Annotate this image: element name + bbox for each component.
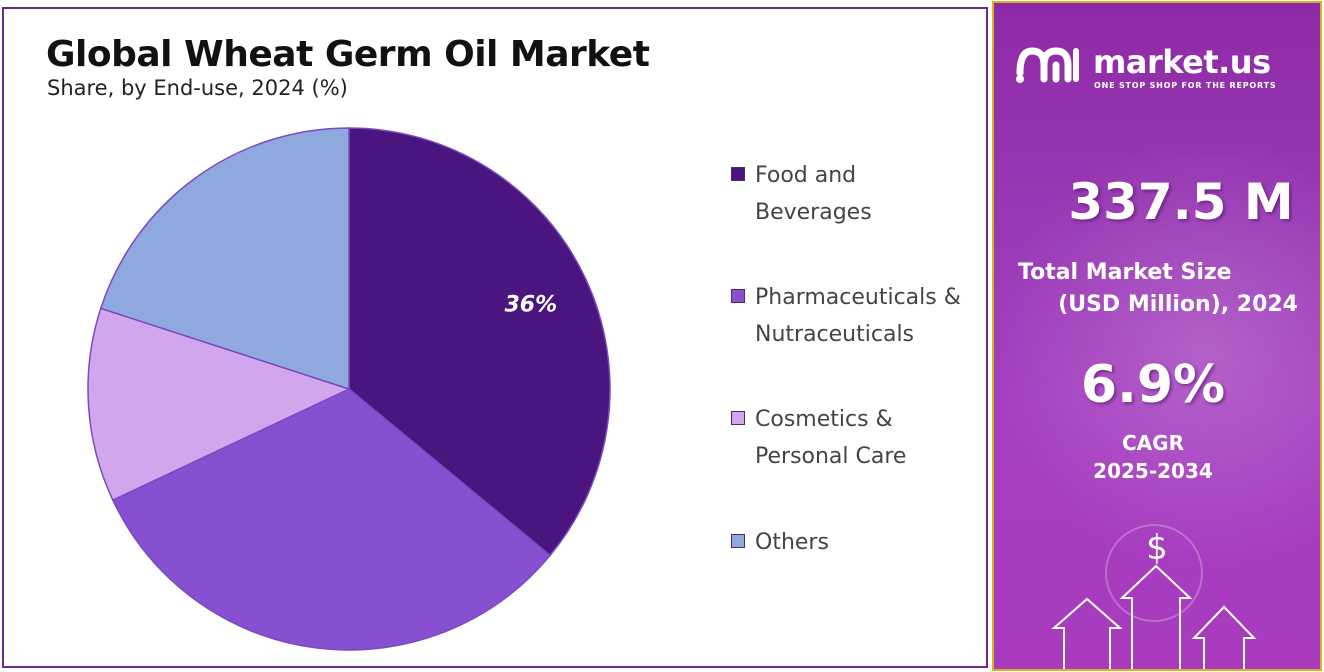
legend-item-cosmetics: Cosmetics & Personal Care — [731, 402, 975, 475]
pie-data-label: 36% — [505, 292, 558, 317]
legend-swatch — [731, 167, 745, 181]
market-size-value: 337.5 M — [1068, 173, 1294, 231]
legend-swatch — [731, 411, 745, 425]
chart-title: Global Wheat Germ Oil Market — [46, 34, 650, 75]
market-size-label-line2: (USD Million), 2024 — [1058, 292, 1298, 317]
brand-name: market.us — [1093, 43, 1271, 81]
cagr-label-text: CAGR — [1122, 431, 1184, 455]
legend-swatch — [731, 289, 745, 303]
market-us-logo-icon — [1016, 47, 1079, 83]
market-summary-panel: market.us ONE STOP SHOP FOR THE REPORTS … — [992, 1, 1322, 671]
legend-swatch — [731, 534, 745, 548]
background-glow — [994, 143, 1320, 563]
dollar-sign-icon: $ — [1146, 528, 1168, 568]
pie-slice-cosmetics-personal-care — [87, 307, 352, 502]
pie-slice-others — [99, 127, 350, 391]
growth-arrows-icon: $ — [1051, 524, 1257, 669]
brand-logo: market.us ONE STOP SHOP FOR THE REPORTS — [1014, 43, 1314, 93]
legend-item-pharmaceuticals: Pharmaceuticals & Nutraceuticals — [731, 280, 975, 353]
legend-item-food-and-beverages: Food and Beverages — [731, 158, 975, 231]
legend-label: Cosmetics & Personal Care — [755, 407, 907, 469]
legend-item-others: Others — [731, 525, 975, 561]
legend-label: Others — [755, 530, 829, 555]
market-size-label: Total Market Size (USD Million), 2024 — [1018, 257, 1298, 321]
legend-label: Food and Beverages — [755, 163, 872, 225]
cagr-period: 2025-2034 — [1093, 459, 1213, 483]
pie-chart: 36% — [87, 127, 611, 651]
cagr-value: 6.9% — [1080, 355, 1226, 415]
chart-subtitle: Share, by End-use, 2024 (%) — [47, 76, 348, 100]
legend-label: Pharmaceuticals & Nutraceuticals — [755, 285, 961, 347]
cagr-label: CAGR 2025-2034 — [994, 429, 1318, 485]
pie-slice-food-and-beverages — [348, 127, 611, 557]
market-size-label-line1: Total Market Size — [1018, 260, 1232, 285]
brand-tagline: ONE STOP SHOP FOR THE REPORTS — [1094, 81, 1277, 90]
pie-slice-pharmaceuticals-nutraceuticals — [111, 388, 552, 651]
